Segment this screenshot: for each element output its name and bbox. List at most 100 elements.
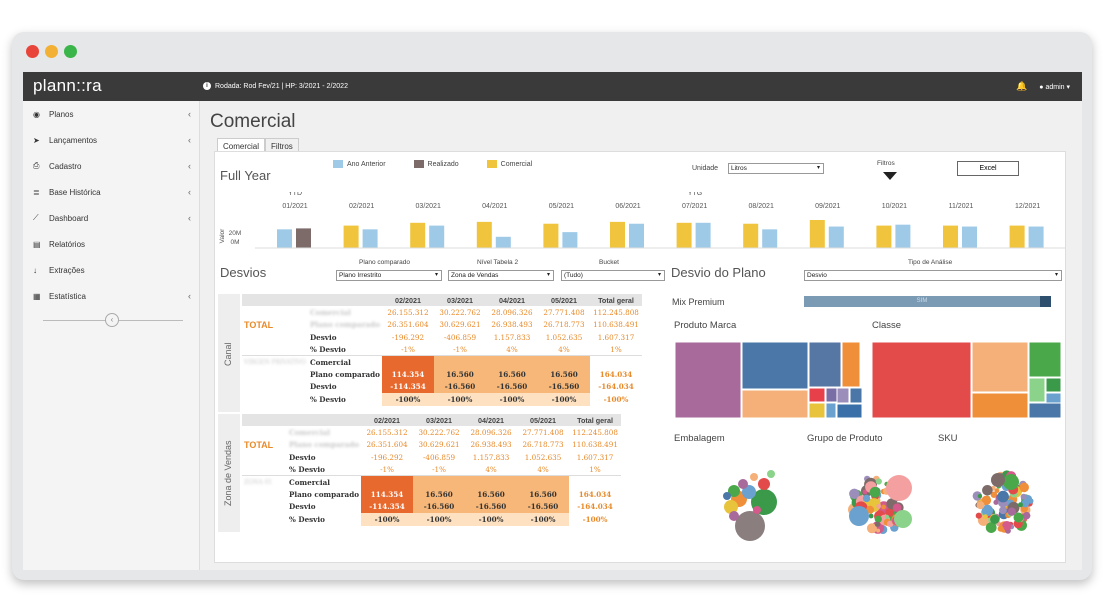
bar-comercial[interactable]	[343, 225, 359, 248]
bubble[interactable]	[868, 513, 874, 519]
bar-comercial[interactable]	[476, 221, 492, 248]
treemap-cell[interactable]	[836, 387, 850, 404]
value-cell[interactable]: -100%	[381, 393, 434, 406]
value-cell[interactable]	[413, 475, 466, 489]
plano-select[interactable]: Plano Irrestrito ▾	[336, 270, 442, 281]
bubble[interactable]	[1003, 474, 1019, 490]
window-dot[interactable]	[64, 45, 77, 58]
treemap-cell[interactable]	[1045, 377, 1062, 393]
bubble[interactable]	[885, 508, 894, 517]
treemap-cell[interactable]	[808, 342, 842, 388]
value-cell[interactable]: -100%	[433, 393, 486, 406]
bar-ano-anterior[interactable]	[495, 236, 511, 248]
value-cell[interactable]: -100%	[582, 514, 608, 524]
treemap-cell[interactable]	[1045, 392, 1062, 404]
value-cell[interactable]: 114.354	[361, 488, 414, 501]
value-cell[interactable]	[361, 475, 414, 489]
bar-comercial[interactable]	[876, 225, 892, 248]
tab-comercial[interactable]: Comercial	[217, 138, 266, 154]
bubble[interactable]	[982, 485, 993, 496]
treemap-cell[interactable]	[741, 389, 809, 418]
bubble[interactable]	[723, 492, 731, 500]
treemap-cell[interactable]	[825, 402, 837, 418]
bubble[interactable]	[729, 511, 739, 521]
bubble[interactable]	[999, 506, 1007, 515]
bubble[interactable]	[884, 514, 890, 519]
value-cell[interactable]	[537, 355, 590, 369]
value-cell[interactable]: 16.560	[433, 368, 486, 381]
bubble[interactable]	[1023, 511, 1031, 520]
bubble[interactable]	[991, 473, 1005, 487]
bubble[interactable]	[753, 506, 761, 514]
collapse-sidebar-icon[interactable]: ‹	[105, 313, 119, 327]
bubble[interactable]	[876, 528, 881, 533]
unidade-select[interactable]: Litros ▾	[728, 163, 824, 174]
bar-ano-anterior[interactable]	[629, 223, 644, 248]
value-cell[interactable]: -16.560	[413, 500, 466, 514]
bubble[interactable]	[875, 478, 882, 485]
bubble[interactable]	[894, 510, 912, 528]
filter-icon[interactable]	[883, 172, 897, 180]
bar-comercial[interactable]	[543, 223, 559, 248]
bar-ano-anterior[interactable]	[962, 226, 977, 248]
bubble[interactable]	[1020, 493, 1027, 500]
bubble[interactable]	[975, 512, 982, 519]
bar-comercial[interactable]	[410, 222, 426, 248]
sidebar-item-7[interactable]: ▦ Estatística ‹	[23, 283, 199, 309]
treemap-cell[interactable]	[971, 342, 1029, 393]
bubble[interactable]	[866, 523, 877, 534]
excel-button[interactable]: Excel	[957, 161, 1019, 176]
bar-comercial[interactable]	[676, 222, 692, 248]
bar-ano-anterior[interactable]	[762, 229, 778, 248]
window-dot[interactable]	[45, 45, 58, 58]
value-cell[interactable]: 16.560	[413, 488, 466, 501]
value-cell[interactable]: -100%	[517, 513, 570, 526]
tab-filtros[interactable]: Filtros	[265, 138, 299, 154]
bubble[interactable]	[849, 506, 869, 526]
legend-item[interactable]: Comercial	[486, 160, 532, 168]
value-cell[interactable]: -164.034	[598, 382, 634, 392]
bubble[interactable]	[1027, 498, 1034, 504]
bubble[interactable]	[892, 503, 902, 512]
value-cell[interactable]: -100%	[603, 394, 629, 404]
bubble[interactable]	[997, 490, 1009, 503]
bar-comercial[interactable]	[610, 221, 625, 248]
bubble[interactable]	[869, 486, 881, 498]
legend-item[interactable]: Ano Anterior	[333, 160, 386, 168]
bar-ano-anterior[interactable]	[362, 229, 378, 248]
treemap-cell[interactable]	[872, 342, 972, 418]
value-cell[interactable]	[517, 475, 570, 489]
bubble[interactable]	[1013, 512, 1024, 523]
bucket-select[interactable]: (Tudo) ▾	[561, 270, 665, 281]
bubble[interactable]	[874, 521, 881, 527]
value-cell[interactable]: -100%	[361, 513, 414, 526]
value-cell[interactable]: -164.034	[577, 502, 613, 512]
sidebar-item-1[interactable]: ➤ Lançamentos ‹	[23, 127, 199, 153]
bubble[interactable]	[724, 500, 738, 514]
bubble[interactable]	[1019, 482, 1029, 493]
value-cell[interactable]: -100%	[485, 393, 538, 406]
bar-comercial[interactable]	[943, 225, 958, 248]
value-cell[interactable]	[381, 355, 434, 369]
nivel-select[interactable]: Zona de Vendas ▾	[448, 270, 554, 281]
treemap-cell[interactable]	[841, 342, 861, 388]
bubble[interactable]	[994, 488, 1000, 494]
value-cell[interactable]: -114.354	[381, 380, 434, 394]
app-logo[interactable]: plann::ra	[33, 76, 102, 95]
bubble[interactable]	[1002, 521, 1012, 531]
treemap-cell[interactable]	[808, 387, 826, 403]
bubble[interactable]	[985, 522, 997, 533]
sidebar-item-0[interactable]: ◉ Planos ‹	[23, 101, 199, 127]
value-cell[interactable]	[569, 476, 621, 488]
bubble[interactable]	[977, 493, 983, 499]
bar-ano-anterior[interactable]	[695, 222, 711, 248]
bubble[interactable]	[997, 525, 1004, 532]
value-cell[interactable]: 16.560	[465, 488, 518, 501]
bubble[interactable]	[758, 478, 770, 490]
bar-comercial[interactable]	[809, 220, 825, 248]
bubble[interactable]	[981, 504, 994, 517]
bubble[interactable]	[1007, 507, 1016, 516]
bubble[interactable]	[881, 504, 886, 510]
bubble[interactable]	[1021, 499, 1030, 508]
bar-ano-anterior[interactable]	[277, 229, 292, 248]
